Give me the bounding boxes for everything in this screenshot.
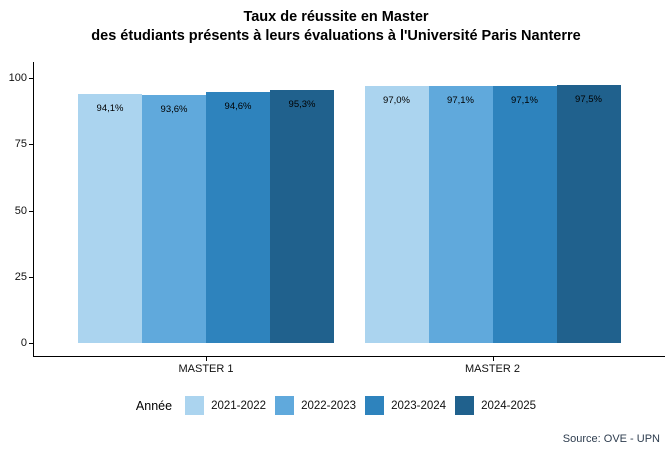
source-note: Source: OVE - UPN <box>562 433 660 445</box>
y-axis-tick-label: 25 <box>14 270 27 283</box>
legend-swatch-icon <box>185 396 205 415</box>
x-axis-tick <box>206 357 207 361</box>
chart-title-line1: Taux de réussite en Master <box>243 9 429 25</box>
y-axis-tick <box>29 210 33 212</box>
y-axis-tick <box>29 78 33 79</box>
x-axis-line <box>33 356 665 357</box>
x-axis-label-master-1: MASTER 1 <box>178 363 234 375</box>
bar-value-label: 97,0% <box>383 94 410 106</box>
y-axis-tick <box>29 276 33 278</box>
legend-swatch-icon <box>455 396 475 415</box>
bar-master1-2022-2023 <box>142 94 206 343</box>
bar-value-label: 95,3% <box>288 99 316 111</box>
bar-master2-2021-2022 <box>364 85 429 343</box>
y-axis-tick-label: 50 <box>14 204 27 217</box>
legend-title: Année <box>135 398 173 413</box>
bar-value-label: 97,1% <box>447 94 474 106</box>
bar-master2-2022-2023 <box>428 85 493 343</box>
bar-master1-2023-2024 <box>206 92 270 343</box>
y-axis-tick-label: 75 <box>14 138 27 151</box>
legend-entry-label: 2021-2022 <box>211 399 267 412</box>
legend-entry-2021-2022: 2021-2022 <box>185 396 266 415</box>
y-axis-tick <box>29 144 33 146</box>
legend-swatch-icon <box>365 396 385 415</box>
legend-entry-label: 2022-2023 <box>301 399 357 412</box>
bar-master1-2024-2025 <box>270 90 334 343</box>
x-axis-tick <box>492 357 494 361</box>
bar-master2-2023-2024 <box>492 85 557 343</box>
legend-entry-2022-2023: 2022-2023 <box>275 396 356 415</box>
bar-value-label: 97,5% <box>575 93 602 105</box>
bar-master2-2024-2025 <box>556 84 621 343</box>
chart-legend: Année 2021-2022 2022-2023 2023-2024 2024-20… <box>0 396 672 415</box>
bar-value-label: 94,6% <box>224 101 252 113</box>
y-axis-tick-label: 0 <box>20 337 27 349</box>
legend-entry-2023-2024: 2023-2024 <box>365 396 446 415</box>
bar-value-label: 94,1% <box>96 102 124 114</box>
legend-entry-2024-2025: 2024-2025 <box>455 396 536 415</box>
bar-master1-2021-2022 <box>78 93 142 343</box>
bar-value-label: 93,6% <box>160 103 188 115</box>
y-axis-tick <box>29 343 33 344</box>
y-axis-line <box>33 62 34 356</box>
x-axis-label-master-2: MASTER 2 <box>464 363 520 375</box>
y-axis-tick-label: 100 <box>8 72 27 84</box>
legend-swatch-icon <box>275 396 295 415</box>
legend-entry-label: 2023-2024 <box>391 399 447 412</box>
bar-value-label: 97,1% <box>511 94 538 106</box>
chart-title-line2: des étudiants présents à leurs évaluatio… <box>91 28 581 44</box>
chart-title: Taux de réussite en Master des étudiants… <box>0 8 672 46</box>
legend-entry-label: 2024-2025 <box>481 399 537 412</box>
